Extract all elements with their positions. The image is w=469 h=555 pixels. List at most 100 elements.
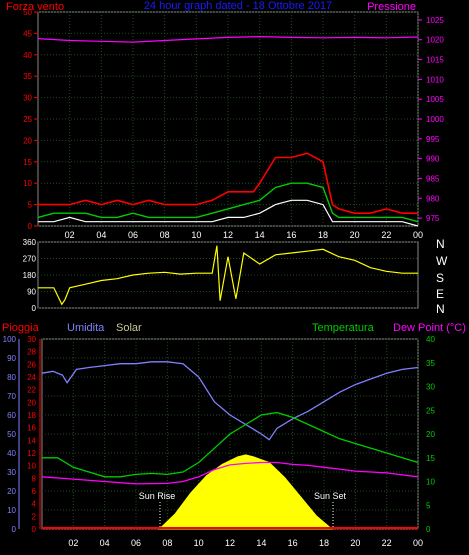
rain-y-tick-label: 24 [27,373,36,382]
dewpoint-line [41,461,419,485]
climate-x-axis: 02 04 06 08 10 12 14 16 18 20 22 00 [68,538,423,548]
wind-x-tick-label: 22 [381,230,391,240]
pressure-y-tick-label: 1015 [426,56,444,65]
compass-w: W [436,254,448,268]
dewpoint-label: Dew Point (°C) [393,322,466,334]
compass-labels: N W S E N [436,237,448,316]
temperature-y-tick-label: 5 [426,501,431,510]
humidity-y-tick-label: 10 [7,506,16,515]
wind-gust-line [38,152,418,214]
climate-x-tick-label: 08 [162,538,172,548]
wind-speed-line [38,199,419,227]
climate-x-tick-label: 14 [256,538,266,548]
pressure-y-tick-label: 980 [426,194,440,203]
climate-x-tick-label: 20 [350,538,360,548]
wind-x-tick-label: 20 [350,230,360,240]
wind-x-tick-label: 02 [65,230,75,240]
rain-y-tick-label: 0 [32,525,37,534]
climate-x-tick-label: 10 [194,538,204,548]
temperature-y-tick-label: 15 [426,454,435,463]
rain-label: Pioggia [2,322,40,334]
temperature-y-tick-label: 30 [426,383,435,392]
chart-title: 24 hour graph dated - 18 Ottobre 2017 [144,0,332,12]
pressure-y-axis: 975 980 985 990 995 1000 1005 1010 1015 1020 1025 [418,16,444,223]
wind-y-tick-label: 5 [28,201,33,210]
humidity-y-tick-label: 80 [7,373,16,382]
rain-y-tick-label: 26 [27,360,36,369]
wind-y-tick-label: 10 [23,179,32,188]
humidity-y-tick-label: 30 [7,468,16,477]
climate-x-tick-label: 16 [288,538,298,548]
humidity-y-tick-label: 20 [7,487,16,496]
climate-x-tick-label: 22 [382,538,392,548]
wind-y-tick-label: 20 [23,136,32,145]
wind-series [37,35,419,227]
temperature-label: Temperatura [312,322,375,334]
pressure-label: Pressione [367,1,416,13]
direction-y-axis: 0 90 180 270 360 [23,238,37,313]
wind-x-tick-label: 04 [96,230,106,240]
wind-x-tick-label: 14 [255,230,265,240]
wind-x-tick-label: 16 [286,230,296,240]
rain-y-tick-label: 6 [32,487,37,496]
direction-y-tick-label: 360 [23,238,37,247]
wind-y-tick-label: 15 [23,158,32,167]
wind-y-tick-label: 45 [23,29,32,38]
temperature-y-tick-label: 10 [426,478,435,487]
wind-strength-label: Forza vento [6,1,64,13]
direction-panel: 0 90 180 270 360 N W S E N [23,237,448,316]
rain-y-tick-label: 8 [32,474,37,483]
humidity-label: Umidita [67,322,105,334]
climate-x-tick-label: 06 [131,538,141,548]
temperature-y-axis: 0 5 10 15 20 25 30 35 40 [426,335,435,534]
direction-series [38,245,418,306]
temperature-y-tick-label: 35 [426,359,435,368]
humidity-y-tick-label: 60 [7,411,16,420]
rain-y-tick-label: 14 [27,436,36,445]
temperature-y-tick-label: 0 [426,525,431,534]
sunrise-label: Sun Rise [139,491,176,501]
direction-y-tick-label: 0 [32,304,37,313]
solar-area [158,454,334,530]
wind-y-axis: 0 5 10 15 20 25 30 35 40 45 50 [23,8,38,231]
temperature-y-tick-label: 20 [426,430,435,439]
pressure-line [37,35,419,43]
compass-s: S [436,271,444,285]
wind-y-tick-label: 30 [23,94,32,103]
wind-direction-line [38,245,418,306]
rain-y-tick-label: 10 [27,462,36,471]
wind-y-tick-label: 50 [23,8,32,17]
temperature-y-tick-label: 25 [426,406,435,415]
pressure-y-tick-label: 1020 [426,36,444,45]
humidity-y-tick-label: 100 [3,335,17,344]
pressure-y-tick-label: 1025 [426,16,444,25]
humidity-y-tick-label: 90 [7,354,16,363]
rain-y-tick-label: 12 [27,449,36,458]
wind-x-tick-label: 00 [413,230,423,240]
compass-n-bottom: N [436,302,445,316]
wind-x-tick-label: 18 [318,230,328,240]
wind-y-tick-label: 25 [23,115,32,124]
rain-y-tick-label: 30 [27,335,36,344]
wind-x-tick-label: 06 [128,230,138,240]
rain-y-tick-label: 16 [27,424,36,433]
climate-x-tick-label: 12 [225,538,235,548]
humidity-line [41,361,419,441]
direction-y-tick-label: 180 [23,271,37,280]
climate-x-tick-label: 04 [100,538,110,548]
wind-y-tick-label: 0 [28,222,33,231]
humidity-y-tick-label: 50 [7,430,16,439]
sunset-label: Sun Set [314,491,347,501]
temperature-y-tick-label: 40 [426,335,435,344]
humidity-y-tick-label: 0 [12,525,17,534]
wind-x-tick-label: 12 [223,230,233,240]
direction-y-tick-label: 90 [27,288,36,297]
humidity-y-axis: 0 10 20 30 40 50 60 70 80 90 100 [3,335,20,534]
direction-y-tick-label: 270 [23,255,37,264]
solar-label: Solar [116,322,142,334]
wind-y-tick-label: 40 [23,51,32,60]
